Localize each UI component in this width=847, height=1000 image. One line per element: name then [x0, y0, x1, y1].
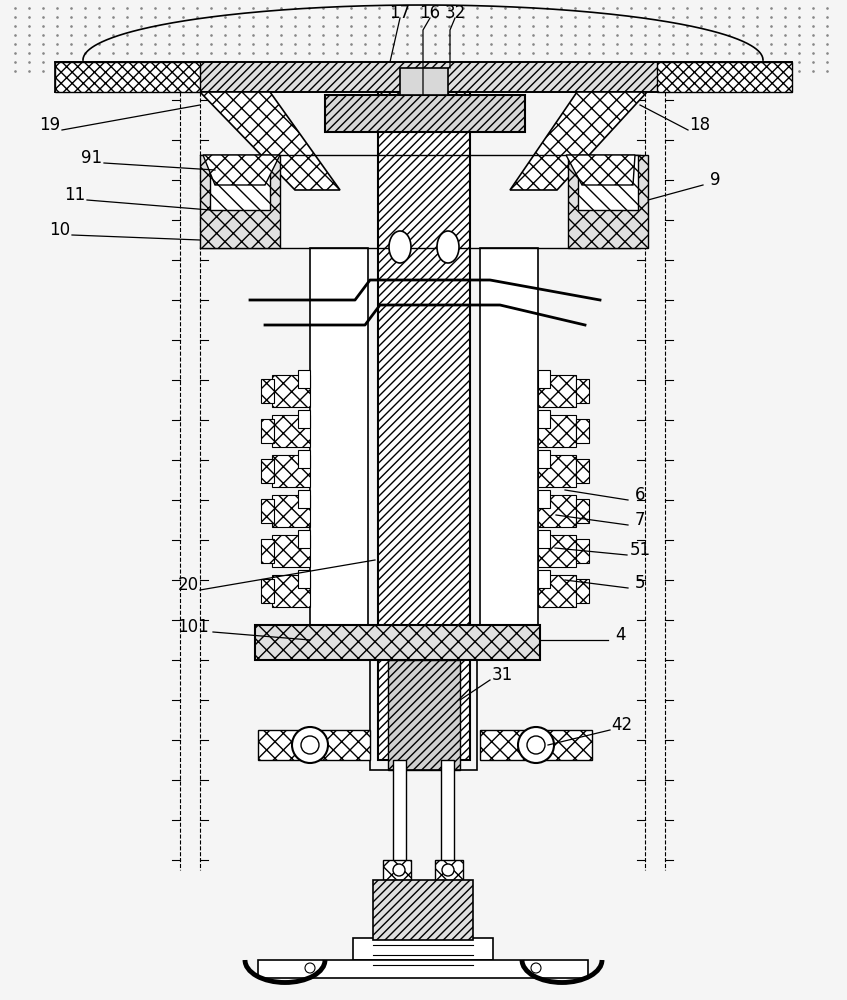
- Circle shape: [527, 736, 545, 754]
- Ellipse shape: [437, 231, 459, 263]
- Bar: [578, 155, 638, 210]
- Bar: [261, 579, 274, 603]
- Circle shape: [301, 736, 319, 754]
- Bar: [261, 459, 274, 483]
- Bar: [55, 62, 792, 92]
- Text: 91: 91: [81, 149, 102, 167]
- Text: 20: 20: [177, 576, 198, 594]
- Bar: [538, 450, 550, 468]
- Bar: [400, 68, 448, 95]
- Bar: [480, 248, 538, 625]
- Bar: [435, 860, 463, 880]
- Text: 16: 16: [419, 4, 440, 22]
- Bar: [258, 730, 370, 760]
- Circle shape: [518, 727, 554, 763]
- Bar: [258, 960, 588, 978]
- Bar: [383, 860, 411, 880]
- Polygon shape: [203, 155, 280, 185]
- Text: 11: 11: [64, 186, 86, 204]
- Text: 101: 101: [177, 618, 209, 636]
- Bar: [298, 530, 310, 548]
- Ellipse shape: [389, 231, 411, 263]
- Polygon shape: [510, 92, 647, 190]
- Polygon shape: [566, 155, 635, 185]
- Bar: [298, 370, 310, 388]
- Bar: [576, 419, 589, 443]
- Circle shape: [393, 864, 405, 876]
- Polygon shape: [200, 92, 340, 190]
- Bar: [261, 379, 274, 403]
- Bar: [480, 730, 592, 760]
- Text: 5: 5: [634, 574, 645, 592]
- Bar: [576, 379, 589, 403]
- Bar: [370, 660, 477, 770]
- Bar: [378, 92, 470, 760]
- Bar: [373, 880, 473, 940]
- Text: 6: 6: [634, 486, 645, 504]
- Bar: [388, 660, 460, 770]
- Bar: [272, 495, 310, 527]
- Bar: [210, 155, 270, 210]
- Bar: [538, 535, 576, 567]
- Bar: [272, 535, 310, 567]
- Bar: [298, 450, 310, 468]
- Bar: [261, 419, 274, 443]
- Bar: [538, 370, 550, 388]
- Text: 9: 9: [710, 171, 720, 189]
- Circle shape: [292, 727, 328, 763]
- Bar: [538, 530, 550, 548]
- Text: 10: 10: [49, 221, 70, 239]
- Bar: [272, 455, 310, 487]
- Bar: [272, 375, 310, 407]
- Circle shape: [305, 963, 315, 973]
- Text: 4: 4: [615, 626, 625, 644]
- Text: 18: 18: [689, 116, 711, 134]
- Bar: [441, 760, 454, 878]
- Bar: [298, 490, 310, 508]
- Bar: [261, 499, 274, 523]
- Bar: [538, 375, 576, 407]
- Bar: [657, 62, 792, 92]
- Text: 42: 42: [612, 716, 633, 734]
- Bar: [55, 62, 200, 92]
- Bar: [568, 155, 648, 248]
- Bar: [576, 539, 589, 563]
- Bar: [272, 575, 310, 607]
- Bar: [538, 415, 576, 447]
- Bar: [353, 938, 493, 960]
- Bar: [298, 410, 310, 428]
- Bar: [298, 570, 310, 588]
- Circle shape: [531, 963, 541, 973]
- Bar: [261, 539, 274, 563]
- Bar: [576, 579, 589, 603]
- Text: 31: 31: [491, 666, 512, 684]
- Text: 7: 7: [634, 511, 645, 529]
- Bar: [576, 459, 589, 483]
- Text: 32: 32: [445, 4, 466, 22]
- Bar: [576, 499, 589, 523]
- Bar: [393, 760, 406, 878]
- Bar: [325, 95, 525, 132]
- Bar: [538, 575, 576, 607]
- Text: 17: 17: [390, 4, 411, 22]
- Bar: [255, 625, 540, 660]
- Text: 51: 51: [629, 541, 650, 559]
- Bar: [200, 155, 280, 248]
- Bar: [272, 415, 310, 447]
- Bar: [538, 495, 576, 527]
- Bar: [538, 410, 550, 428]
- Bar: [538, 490, 550, 508]
- Circle shape: [442, 864, 454, 876]
- Bar: [310, 248, 368, 625]
- Text: 19: 19: [40, 116, 61, 134]
- Bar: [538, 570, 550, 588]
- Bar: [538, 455, 576, 487]
